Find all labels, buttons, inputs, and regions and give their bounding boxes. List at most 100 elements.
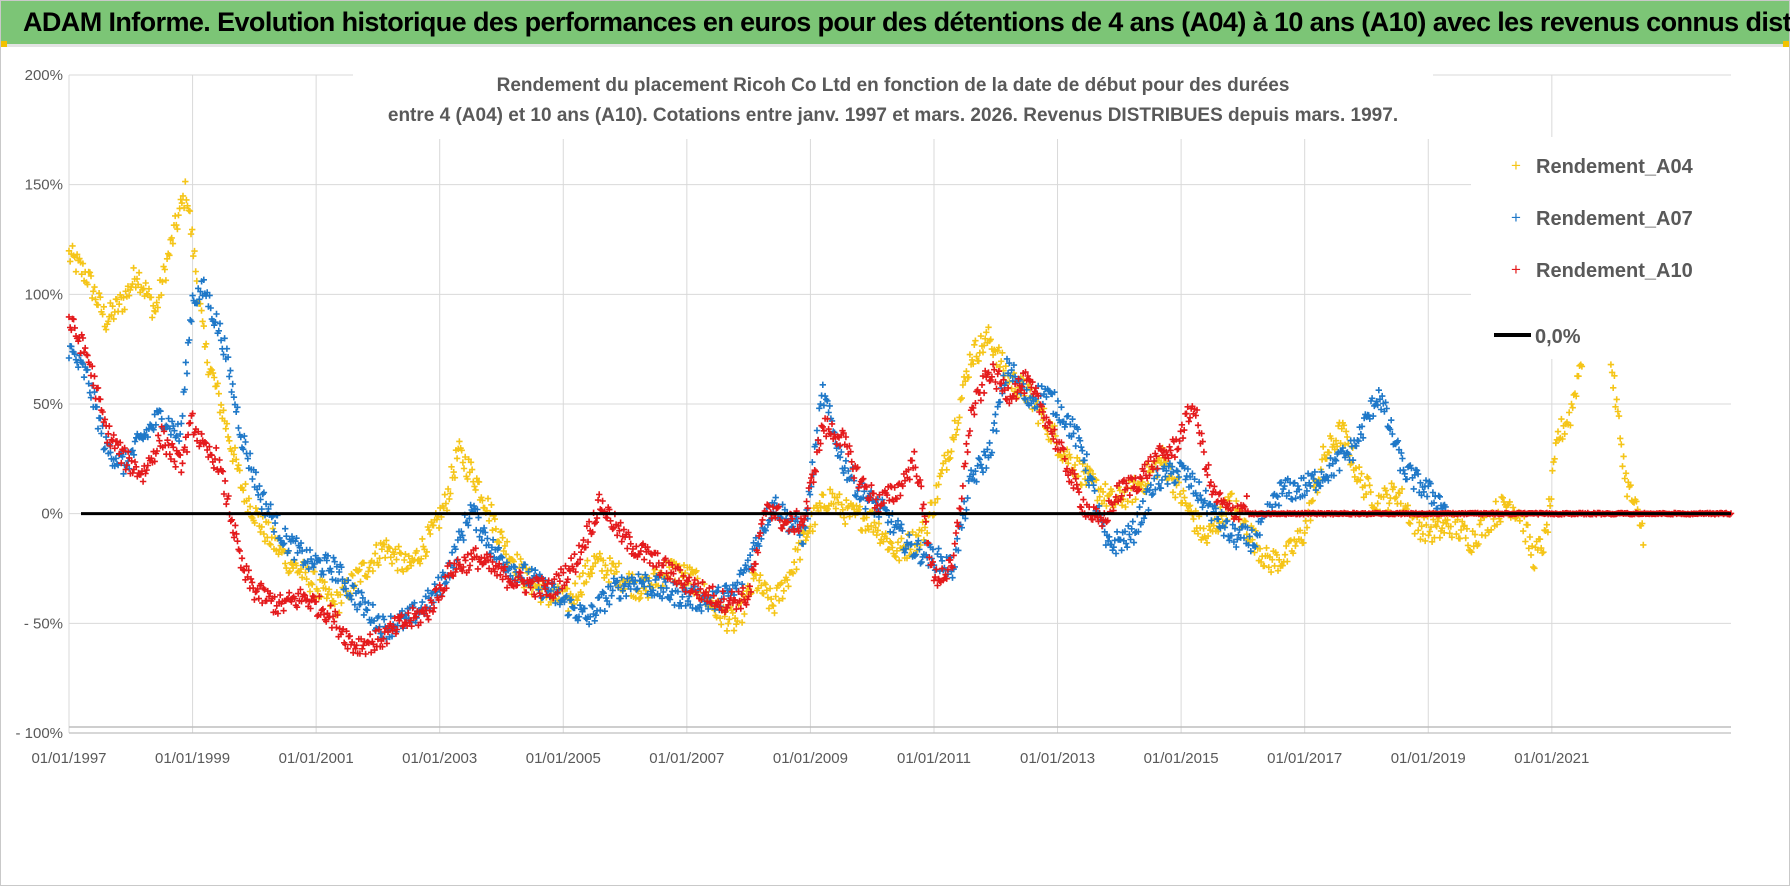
point-rendement-a04	[575, 593, 582, 600]
point-rendement-a04	[835, 499, 842, 506]
point-rendement-a04	[314, 587, 321, 595]
point-rendement-a07	[307, 555, 315, 563]
point-rendement-a04	[955, 419, 962, 427]
scatter-chart: 200%150%100%50%0%- 50%- 100%01/01/1997 01…	[15, 65, 1735, 767]
point-rendement-a07	[1183, 472, 1190, 480]
point-rendement-a07	[819, 381, 826, 388]
point-rendement-a04	[387, 554, 394, 561]
point-rendement-a07	[419, 598, 426, 606]
point-rendement-a10	[706, 584, 713, 592]
point-rendement-a10	[389, 627, 396, 634]
point-rendement-a04	[1558, 415, 1565, 423]
point-rendement-a07	[306, 546, 314, 554]
point-rendement-a07	[1135, 528, 1142, 535]
point-rendement-a07	[1008, 366, 1015, 374]
point-rendement-a10	[430, 604, 438, 612]
point-rendement-a04	[311, 568, 318, 575]
point-rendement-a10	[232, 522, 239, 529]
point-rendement-a04	[1456, 535, 1464, 542]
point-rendement-a04	[121, 306, 128, 313]
point-rendement-a07	[459, 532, 466, 539]
point-rendement-a04	[829, 490, 836, 497]
point-rendement-a10	[585, 518, 593, 525]
point-rendement-a10	[1154, 465, 1161, 472]
point-rendement-a10	[330, 618, 338, 625]
point-rendement-a04	[574, 597, 581, 604]
point-rendement-a10	[727, 594, 734, 602]
point-rendement-a10	[382, 625, 389, 632]
point-rendement-a10	[405, 609, 412, 617]
point-rendement-a07	[1155, 480, 1162, 488]
point-rendement-a10	[966, 427, 974, 435]
point-rendement-a07	[75, 364, 82, 371]
point-rendement-a04	[1427, 523, 1435, 531]
point-rendement-a07	[989, 427, 997, 434]
point-rendement-a07	[1349, 457, 1357, 464]
point-rendement-a04	[357, 578, 364, 585]
point-rendement-a07	[1373, 398, 1380, 405]
point-rendement-a07	[1122, 540, 1130, 547]
point-rendement-a04	[918, 527, 925, 534]
point-rendement-a07	[1154, 472, 1161, 479]
point-rendement-a04	[1374, 500, 1381, 507]
point-rendement-a10	[487, 553, 494, 560]
point-rendement-a07	[1253, 530, 1260, 538]
point-rendement-a10	[78, 331, 85, 338]
point-rendement-a04	[288, 561, 296, 568]
point-rendement-a04	[725, 620, 732, 627]
point-rendement-a07	[574, 617, 582, 624]
point-rendement-a07	[581, 605, 588, 612]
point-rendement-a07	[646, 583, 653, 590]
point-rendement-a04	[578, 591, 585, 598]
point-rendement-a10	[1199, 438, 1206, 445]
point-rendement-a10	[653, 563, 660, 571]
point-rendement-a07	[651, 592, 658, 599]
point-rendement-a10	[574, 560, 582, 567]
point-rendement-a04	[832, 505, 840, 512]
point-rendement-a07	[734, 579, 741, 586]
point-rendement-a07	[339, 576, 346, 583]
point-rendement-a04	[446, 495, 453, 503]
point-rendement-a10	[514, 581, 521, 589]
point-rendement-a04	[349, 572, 356, 579]
point-rendement-a10	[432, 586, 439, 594]
point-rendement-a04	[472, 486, 479, 494]
point-rendement-a10	[986, 377, 993, 385]
point-rendement-a04	[873, 531, 880, 539]
point-rendement-a04	[1526, 533, 1534, 541]
point-rendement-a07	[1076, 437, 1084, 444]
point-rendement-a10	[286, 589, 293, 596]
point-rendement-a07	[1149, 490, 1157, 498]
point-rendement-a07	[158, 415, 165, 423]
point-rendement-a10	[746, 583, 753, 590]
point-rendement-a10	[454, 556, 461, 563]
point-rendement-a10	[71, 324, 78, 332]
point-rendement-a10	[772, 514, 779, 521]
point-rendement-a04	[1035, 420, 1042, 427]
point-rendement-a04	[209, 369, 217, 377]
point-rendement-a07	[606, 601, 613, 608]
point-rendement-a07	[840, 469, 847, 477]
point-rendement-a07	[619, 587, 626, 594]
point-rendement-a07	[1140, 515, 1148, 522]
point-rendement-a07	[639, 578, 647, 586]
point-rendement-a04	[979, 349, 987, 356]
point-rendement-a10	[1050, 435, 1057, 443]
point-rendement-a07	[1146, 486, 1153, 494]
point-rendement-a04	[1544, 529, 1552, 536]
point-rendement-a04	[142, 279, 149, 287]
point-rendement-a10	[527, 584, 534, 591]
point-rendement-a07	[256, 482, 263, 490]
point-rendement-a10	[343, 628, 350, 635]
point-rendement-a07	[658, 595, 666, 602]
point-rendement-a10	[836, 442, 844, 449]
point-rendement-a04	[458, 447, 465, 454]
point-rendement-a10	[142, 470, 149, 477]
point-rendement-a07	[644, 590, 651, 598]
point-rendement-a10	[116, 450, 123, 457]
point-rendement-a04	[1573, 393, 1580, 400]
point-rendement-a04	[298, 574, 306, 581]
point-rendement-a07	[120, 470, 127, 477]
point-rendement-a04	[763, 587, 770, 594]
point-rendement-a10	[575, 542, 583, 549]
